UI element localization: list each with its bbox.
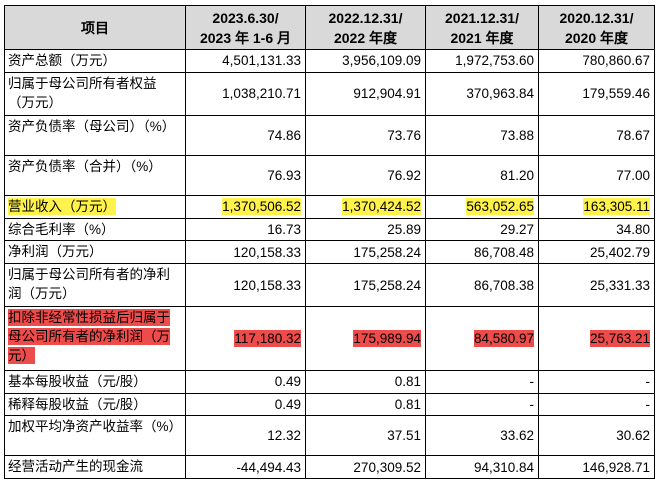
table-row: 净利润（万元） 120,158.33 175,258.24 86,708.48 25,4… xyxy=(4,240,655,264)
row-value: 179,559.46 xyxy=(538,71,655,116)
table-row: 稀释每股收益（元/股） 0.49 0.81- - xyxy=(4,392,655,417)
row-value: 270,309.52 xyxy=(305,455,426,479)
row-label: 基本每股收益（元/股） xyxy=(4,369,186,394)
row-value: 370,963.84 xyxy=(425,71,539,116)
header-2020: 2020.12.31/2020 年度 xyxy=(538,5,655,50)
row-value: 94,310.84 xyxy=(425,455,539,479)
row-value: 163,305.11 xyxy=(538,194,655,219)
table-row: 经营活动产生的现金流 -44,494.43 270,309.52 94,310.84 1… xyxy=(4,455,655,479)
financial-table-container: 项目 2023.6.30/2023 年 1-6 月 2022.12.31/202… xyxy=(4,5,655,479)
row-value: 84,580.97 xyxy=(425,306,539,371)
row-value: 0.49 xyxy=(185,392,306,417)
row-label: 加权平均净资产收益率（%） xyxy=(4,415,186,457)
row-value: 117,180.32 xyxy=(185,306,306,371)
row-value: 16.73 xyxy=(185,217,306,242)
row-value: 86,708.38 xyxy=(425,262,539,308)
row-label: 综合毛利率（%） xyxy=(4,217,186,242)
row-value: - xyxy=(538,392,655,417)
row-value: 4,501,131.33 xyxy=(185,49,306,73)
table-row: 归属于母公司所有者的净利润（万元） 120,158.33 175,258.24 86,… xyxy=(4,262,655,308)
table-row: 综合毛利率（%） 16.73 25.89 29.27 34.80 xyxy=(4,217,655,242)
row-value: 25,763.21 xyxy=(538,306,655,371)
table-body: 资产总额（万元） 4,501,131.33 3,956,109.09 1,972,75… xyxy=(4,49,655,479)
row-label: 净利润（万元） xyxy=(4,240,186,264)
table-row: 归属于母公司所有者权益（万元） 1,038,210.71 912,904.91 370… xyxy=(4,71,655,116)
row-value: 76.93 xyxy=(185,154,306,196)
row-value: 780,860.67 xyxy=(538,49,655,73)
row-value: 175,258.24 xyxy=(305,240,426,264)
row-value: 120,158.33 xyxy=(185,240,306,264)
row-value: 563,052.65 xyxy=(425,194,539,219)
row-value: 78.67 xyxy=(538,114,655,156)
table-header-row: 项目 2023.6.30/2023 年 1-6 月 2022.12.31/202… xyxy=(4,5,655,50)
row-value: - xyxy=(538,369,655,394)
row-value: 1,370,506.52 xyxy=(185,194,306,219)
row-value: 25,331.33 xyxy=(538,262,655,308)
table-row: 加权平均净资产收益率（%） 12.32 37.51 33.62 30.62 xyxy=(4,415,655,457)
row-value: 0.81 xyxy=(305,392,426,417)
financial-indicators-table: 项目 2023.6.30/2023 年 1-6 月 2022.12.31/202… xyxy=(4,5,655,479)
row-value: 86,708.48 xyxy=(425,240,539,264)
row-value: 3,956,109.09 xyxy=(305,49,426,73)
row-value: 73.76 xyxy=(305,114,426,156)
row-value: -44,494.43 xyxy=(185,455,306,479)
row-value: - xyxy=(425,369,539,394)
table-row: 资产总额（万元） 4,501,131.33 3,956,109.09 1,972,75… xyxy=(4,49,655,73)
row-value: 77.00 xyxy=(538,154,655,196)
row-value: 912,904.91 xyxy=(305,71,426,116)
row-value: 175,989.94 xyxy=(305,306,426,371)
row-value: 74.86 xyxy=(185,114,306,156)
row-value: 37.51 xyxy=(305,415,426,457)
row-value: 73.88 xyxy=(425,114,539,156)
table-row: 营业收入（万元） 1,370,506.52 1,370,424.52 563,052.… xyxy=(4,194,655,219)
row-value: 12.32 xyxy=(185,415,306,457)
row-value: 25,402.79 xyxy=(538,240,655,264)
row-value: 1,038,210.71 xyxy=(185,71,306,116)
row-value: 81.20 xyxy=(425,154,539,196)
row-label: 归属于母公司所有者权益（万元） xyxy=(4,71,186,116)
header-2023h1: 2023.6.30/2023 年 1-6 月 xyxy=(185,5,306,50)
table-row: 基本每股收益（元/股） 0.49 0.81- - xyxy=(4,369,655,394)
row-label: 资产负债率（合并）（%） xyxy=(4,154,186,196)
row-label: 扣除非经常性损益后归属于母公司所有者的净利润（万元） xyxy=(4,306,186,371)
row-value: 25.89 xyxy=(305,217,426,242)
row-label: 归属于母公司所有者的净利润（万元） xyxy=(4,262,186,308)
row-label: 资产总额（万元） xyxy=(4,49,186,73)
header-item: 项目 xyxy=(4,5,186,50)
row-value: - xyxy=(425,392,539,417)
row-value: 30.62 xyxy=(538,415,655,457)
row-value: 0.81 xyxy=(305,369,426,394)
row-value: 29.27 xyxy=(425,217,539,242)
row-value: 146,928.71 xyxy=(538,455,655,479)
row-value: 0.49 xyxy=(185,369,306,394)
row-label: 资产负债率（母公司）（%） xyxy=(4,114,186,156)
table-row: 资产负债率（母公司）（%） 74.86 73.76 73.88 78.67 xyxy=(4,114,655,156)
table-row: 资产负债率（合并）（%） 76.93 76.92 81.20 77.00 xyxy=(4,154,655,196)
row-value: 1,972,753.60 xyxy=(425,49,539,73)
row-label: 稀释每股收益（元/股） xyxy=(4,392,186,417)
row-value: 175,258.24 xyxy=(305,262,426,308)
row-value: 34.80 xyxy=(538,217,655,242)
row-label: 经营活动产生的现金流 xyxy=(4,455,186,479)
row-value: 76.92 xyxy=(305,154,426,196)
row-value: 33.62 xyxy=(425,415,539,457)
row-value: 1,370,424.52 xyxy=(305,194,426,219)
header-2021: 2021.12.31/2021 年度 xyxy=(425,5,539,50)
row-label: 营业收入（万元） xyxy=(4,194,186,219)
row-value: 120,158.33 xyxy=(185,262,306,308)
header-2022: 2022.12.31/2022 年度 xyxy=(305,5,426,50)
table-row: 扣除非经常性损益后归属于母公司所有者的净利润（万元） 117,180.32 175,… xyxy=(4,306,655,371)
